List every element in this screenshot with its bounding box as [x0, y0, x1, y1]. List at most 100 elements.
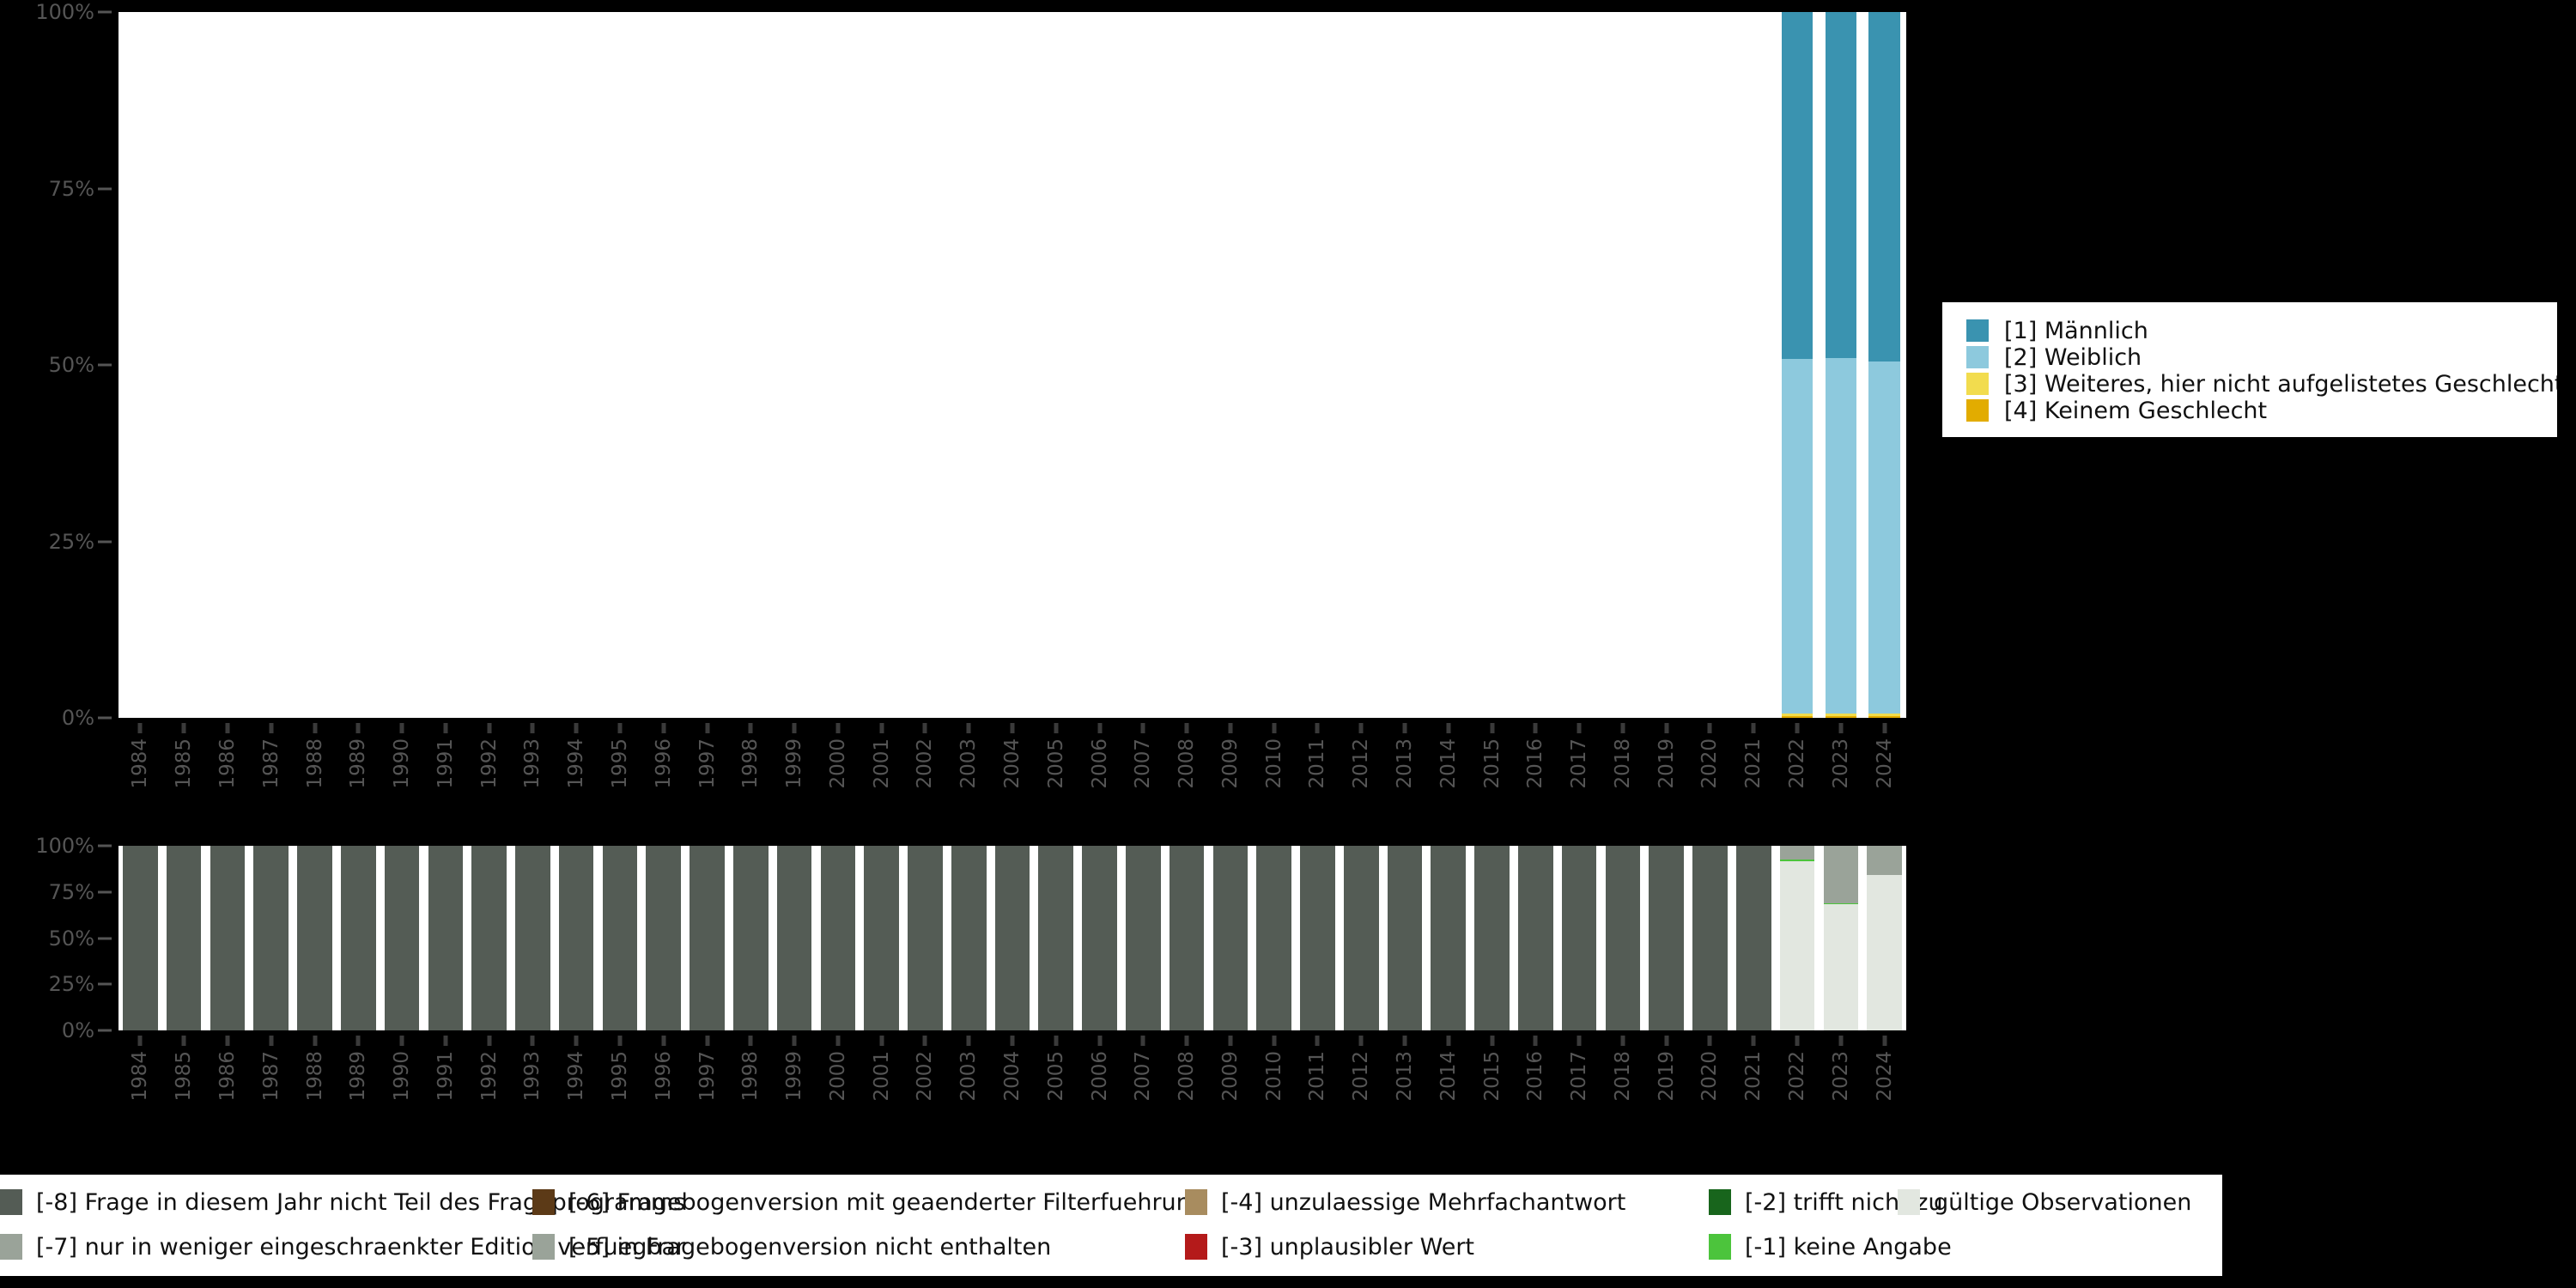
bar [471, 846, 507, 1030]
bar [384, 846, 420, 1030]
bar-segment [1823, 902, 1859, 905]
x-axis-tick [1010, 723, 1015, 733]
legend-item[interactable]: [-1] keine Angabe [1709, 1231, 1952, 1262]
bar [210, 846, 246, 1030]
x-axis-label: 2007 [1132, 1051, 1155, 1102]
x-axis-tick [530, 1036, 535, 1046]
x-axis-tick [617, 723, 623, 733]
bar [951, 846, 987, 1030]
bar-segment [690, 846, 725, 1030]
x-axis-tick [181, 1036, 186, 1046]
bar-segment [646, 846, 682, 1030]
bar [340, 846, 376, 1030]
x-axis-label: 2024 [1873, 738, 1896, 789]
x-axis-tick [1228, 723, 1233, 733]
x-axis-label: 2022 [1786, 738, 1809, 789]
x-axis-tick [922, 1036, 927, 1046]
bar [776, 846, 812, 1030]
x-axis-label: 2016 [1524, 1051, 1547, 1102]
bar [690, 846, 725, 1030]
x-axis-label: 1987 [259, 738, 283, 789]
x-axis-label: 2012 [1350, 1051, 1373, 1102]
x-axis-tick [355, 723, 361, 733]
x-axis-tick [443, 723, 448, 733]
x-axis-tick [313, 1036, 317, 1046]
x-axis-label: 1987 [259, 1051, 283, 1102]
x-axis-label: 2019 [1655, 738, 1678, 789]
observation-status-legend: [-8] Frage in diesem Jahr nicht Teil des… [0, 1175, 2222, 1276]
x-axis-tick [1882, 1036, 1887, 1046]
bar-segment [602, 846, 638, 1030]
bar-segment [1605, 846, 1641, 1030]
legend-swatch [532, 1189, 555, 1215]
x-axis-label: 1992 [477, 738, 501, 789]
y-axis-tick [98, 844, 112, 848]
bar [864, 846, 899, 1030]
x-axis-label: 1995 [608, 738, 631, 789]
x-axis-label: 1994 [565, 738, 588, 789]
bar [1735, 846, 1771, 1030]
legend-item[interactable]: [3] Weiteres, hier nicht aufgelistetes G… [1966, 371, 2557, 397]
x-axis-label: 1988 [303, 738, 326, 789]
y-axis-label: 75% [48, 176, 94, 201]
y-axis-label: 0% [61, 1018, 94, 1042]
x-axis-label: 1990 [391, 738, 414, 789]
x-axis-tick [1795, 1036, 1800, 1046]
x-axis-label: 1999 [783, 1051, 806, 1102]
legend-swatch [1966, 399, 1989, 422]
bar-segment [1038, 846, 1074, 1030]
legend-item[interactable]: [-4] unzulaessige Mehrfachantwort [1185, 1187, 1625, 1218]
bar [1518, 846, 1553, 1030]
x-axis-label: 2006 [1088, 738, 1111, 789]
bar [1343, 846, 1379, 1030]
x-axis-tick [1140, 1036, 1145, 1046]
bar [1169, 846, 1205, 1030]
legend-item[interactable]: [-5] in Fragebogenversion nicht enthalte… [532, 1231, 1051, 1262]
bar-segment [1256, 846, 1291, 1030]
x-axis-label: 1997 [696, 738, 719, 789]
legend-item[interactable]: [4] Keinem Geschlecht [1966, 398, 2267, 423]
x-axis-label: 2016 [1524, 738, 1547, 789]
x-axis-tick [1620, 723, 1625, 733]
bar [1649, 846, 1684, 1030]
x-axis-label: 2000 [826, 738, 849, 789]
bar-segment [776, 846, 812, 1030]
x-axis-tick [1707, 1036, 1712, 1046]
legend-item[interactable]: [-7] nur in weniger eingeschraenkter Edi… [0, 1231, 685, 1262]
x-axis-tick [1184, 723, 1189, 733]
bar-segment [1823, 904, 1859, 1030]
bar-segment [1518, 846, 1553, 1030]
x-axis-label: 2020 [1698, 1051, 1722, 1102]
y-axis-label: 100% [35, 0, 94, 24]
x-axis-label: 2008 [1176, 738, 1199, 789]
x-axis-label: 1989 [347, 1051, 370, 1102]
x-axis-tick [1577, 1036, 1582, 1046]
legend-item[interactable]: [-8] Frage in diesem Jahr nicht Teil des… [0, 1187, 685, 1218]
legend-item[interactable]: [-3] unplausibler Wert [1185, 1231, 1474, 1262]
x-axis-label: 2002 [914, 1051, 937, 1102]
x-axis-tick [1228, 1036, 1233, 1046]
bar-segment [1825, 12, 1857, 358]
bar-segment [1779, 860, 1815, 861]
bar-segment [1779, 846, 1815, 860]
bar [166, 846, 202, 1030]
legend-item[interactable]: [1] Männlich [1966, 318, 2148, 343]
x-axis-label: 2017 [1568, 1051, 1591, 1102]
legend-item[interactable]: gültige Observationen [1898, 1187, 2191, 1218]
legend-label: [-4] unzulaessige Mehrfachantwort [1221, 1188, 1626, 1216]
x-axis-label: 2019 [1655, 1051, 1678, 1102]
legend-swatch [1709, 1234, 1731, 1260]
sub-chart-x-axis: 1984 1985 1986 1987 1988 1989 1990 1991 1992 1993… [118, 1036, 1906, 1130]
x-axis-tick [225, 723, 230, 733]
x-axis-tick [748, 723, 753, 733]
x-axis-label: 1997 [696, 1051, 719, 1102]
legend-item[interactable]: [2] Weiblich [1966, 344, 2142, 370]
x-axis-tick [748, 1036, 753, 1046]
x-axis-tick [1838, 1036, 1844, 1046]
bar-segment [1300, 846, 1335, 1030]
bar-segment [1868, 361, 1900, 714]
x-axis-label: 1984 [129, 1051, 152, 1102]
bar-segment [558, 846, 594, 1030]
y-axis-label: 100% [35, 834, 94, 858]
legend-item[interactable]: [-6] Fragebogenversion mit geaenderter F… [532, 1187, 1206, 1218]
